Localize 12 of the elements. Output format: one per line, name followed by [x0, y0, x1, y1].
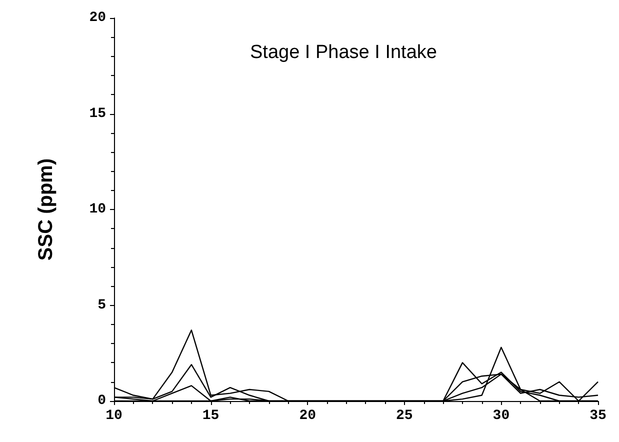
y-tick-label: 20: [89, 10, 106, 26]
text: Stage I Phase I Intake: [250, 42, 437, 63]
y-tick-label: 0: [98, 393, 106, 409]
x-tick-label: 25: [396, 408, 413, 424]
y-tick-label: 15: [89, 106, 106, 122]
x-tick-label: 30: [492, 408, 510, 424]
x-tick-label: 35: [590, 408, 606, 424]
y-tick-label: 5: [98, 297, 106, 314]
x-tick-label: 15: [202, 408, 220, 424]
x-tick-label: 20: [299, 408, 316, 424]
y-axis-title: SSC (ppm): [35, 158, 57, 261]
y-tick-label: 10: [89, 202, 106, 218]
